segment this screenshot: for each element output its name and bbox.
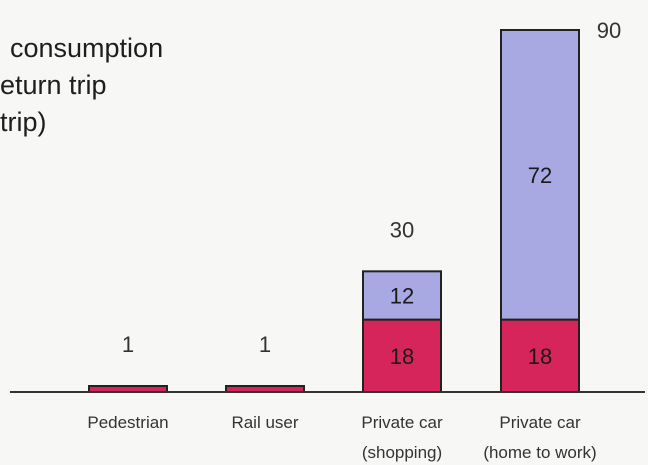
category-label: Pedestrian — [87, 413, 168, 432]
bar-segment-3-2 — [362, 270, 442, 321]
title-line-2: eturn trip — [0, 70, 107, 100]
title-line-1: consumption — [10, 33, 163, 63]
category-label: Private car — [499, 413, 581, 432]
segment-value-label: 18 — [528, 344, 552, 369]
total-value-label: 90 — [597, 18, 621, 43]
total-value-label: 1 — [259, 332, 271, 357]
total-value-label: 30 — [390, 217, 414, 242]
bar-segment-4-2 — [500, 29, 580, 321]
bar-segment-3-1 — [362, 318, 442, 394]
category-label: (home to work) — [483, 443, 596, 462]
title-line-3: trip) — [0, 107, 47, 137]
category-label: (shopping) — [362, 443, 442, 462]
category-label: Private car — [361, 413, 443, 432]
segment-value-label: 12 — [390, 283, 414, 308]
bar-segment-4-1 — [500, 318, 580, 394]
segment-value-label: 72 — [528, 163, 552, 188]
category-label: Rail user — [231, 413, 298, 432]
category-labels: Pedestrian Rail user Private car (shopping)… — [87, 413, 596, 462]
total-value-label: 1 — [122, 332, 134, 357]
segment-value-label: 18 — [390, 344, 414, 369]
chart-title: consumption eturn trip trip) — [0, 33, 163, 137]
bars: 1 1 18 12 30 18 72 90 — [88, 18, 621, 394]
